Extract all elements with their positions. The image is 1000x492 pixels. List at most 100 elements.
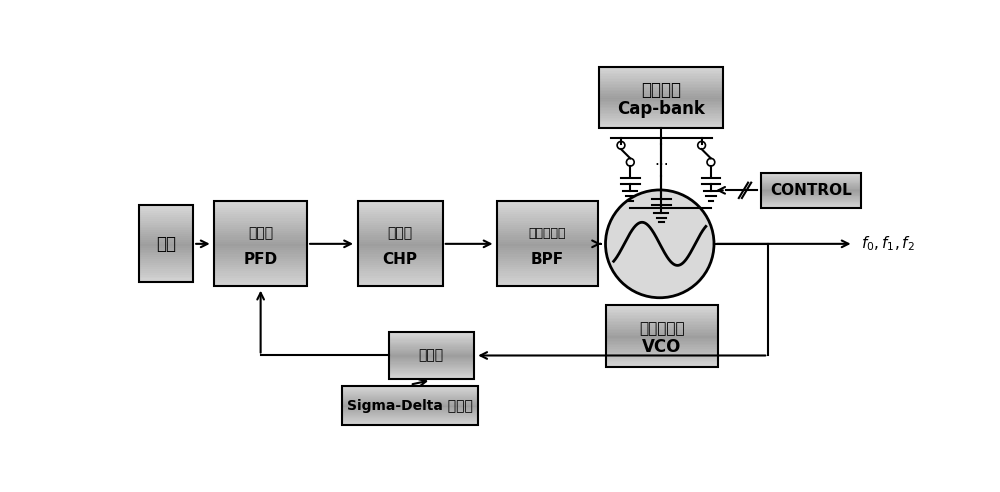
Bar — [599, 78, 723, 79]
Bar — [214, 284, 307, 286]
Bar — [342, 393, 478, 395]
Bar — [599, 113, 723, 115]
Bar — [358, 280, 443, 282]
Bar — [139, 251, 193, 254]
Bar — [358, 223, 443, 225]
Bar — [761, 191, 861, 192]
Bar — [358, 244, 443, 246]
Bar — [358, 212, 443, 215]
Bar — [497, 220, 598, 223]
Bar — [358, 261, 443, 263]
Bar — [342, 401, 478, 403]
Bar — [599, 94, 723, 96]
Bar — [497, 210, 598, 213]
Bar — [342, 419, 478, 420]
Bar — [214, 254, 307, 257]
Bar — [342, 396, 478, 397]
Bar — [606, 344, 718, 346]
Bar — [214, 274, 307, 276]
Bar — [606, 359, 718, 361]
Bar — [139, 247, 193, 250]
Bar — [761, 196, 861, 198]
Bar — [599, 85, 723, 87]
Bar — [214, 240, 307, 242]
Bar — [599, 74, 723, 76]
Bar — [761, 175, 861, 176]
Bar — [214, 248, 307, 250]
Bar — [599, 87, 723, 89]
Bar — [606, 353, 718, 355]
Bar — [358, 227, 443, 229]
Bar — [139, 215, 193, 217]
Bar — [139, 226, 193, 229]
Bar — [606, 321, 718, 323]
Bar — [358, 206, 443, 208]
Bar — [497, 212, 598, 215]
Bar — [139, 278, 193, 281]
Bar — [761, 186, 861, 187]
Text: 鉴相器: 鉴相器 — [248, 227, 273, 241]
Bar — [214, 212, 307, 215]
Bar — [761, 185, 861, 186]
Bar — [388, 334, 474, 335]
Bar — [606, 352, 718, 354]
Bar — [342, 415, 478, 417]
Bar — [388, 360, 474, 362]
Bar — [606, 333, 718, 335]
Bar — [388, 358, 474, 359]
Bar — [139, 269, 193, 271]
Bar — [599, 76, 723, 78]
Bar — [497, 263, 598, 265]
Bar — [342, 392, 478, 394]
Text: VCO: VCO — [642, 338, 681, 356]
Text: ...: ... — [654, 153, 669, 168]
Bar — [358, 248, 443, 250]
Bar — [139, 217, 193, 219]
Bar — [214, 256, 307, 259]
Bar — [358, 252, 443, 255]
Bar — [606, 329, 718, 331]
Bar — [388, 354, 474, 356]
Bar — [761, 176, 861, 177]
Bar — [599, 108, 723, 110]
Bar — [497, 202, 598, 286]
Bar — [497, 250, 598, 253]
Bar — [761, 177, 861, 179]
Bar — [761, 187, 861, 188]
Bar — [214, 216, 307, 219]
Bar — [358, 276, 443, 278]
Bar — [599, 99, 723, 101]
Bar — [358, 210, 443, 213]
Bar — [139, 236, 193, 239]
Bar — [214, 202, 307, 204]
Bar — [497, 265, 598, 268]
Bar — [358, 214, 443, 216]
Bar — [497, 242, 598, 244]
Bar — [214, 265, 307, 268]
Bar — [761, 205, 861, 206]
Bar — [599, 116, 723, 118]
Bar — [606, 341, 718, 343]
Bar — [139, 257, 193, 260]
Bar — [342, 395, 478, 396]
Bar — [358, 240, 443, 242]
Bar — [599, 93, 723, 95]
Bar — [214, 272, 307, 274]
Bar — [214, 225, 307, 227]
Bar — [358, 208, 443, 211]
Bar — [358, 284, 443, 286]
Bar — [214, 267, 307, 270]
Bar — [388, 356, 474, 357]
Bar — [214, 250, 307, 253]
Bar — [497, 208, 598, 211]
Bar — [342, 397, 478, 398]
Bar — [214, 231, 307, 234]
Bar — [388, 348, 474, 350]
Bar — [761, 202, 861, 204]
Bar — [497, 238, 598, 240]
Bar — [599, 81, 723, 83]
Bar — [761, 204, 861, 206]
Bar — [342, 412, 478, 414]
Bar — [358, 231, 443, 234]
Ellipse shape — [606, 190, 714, 298]
